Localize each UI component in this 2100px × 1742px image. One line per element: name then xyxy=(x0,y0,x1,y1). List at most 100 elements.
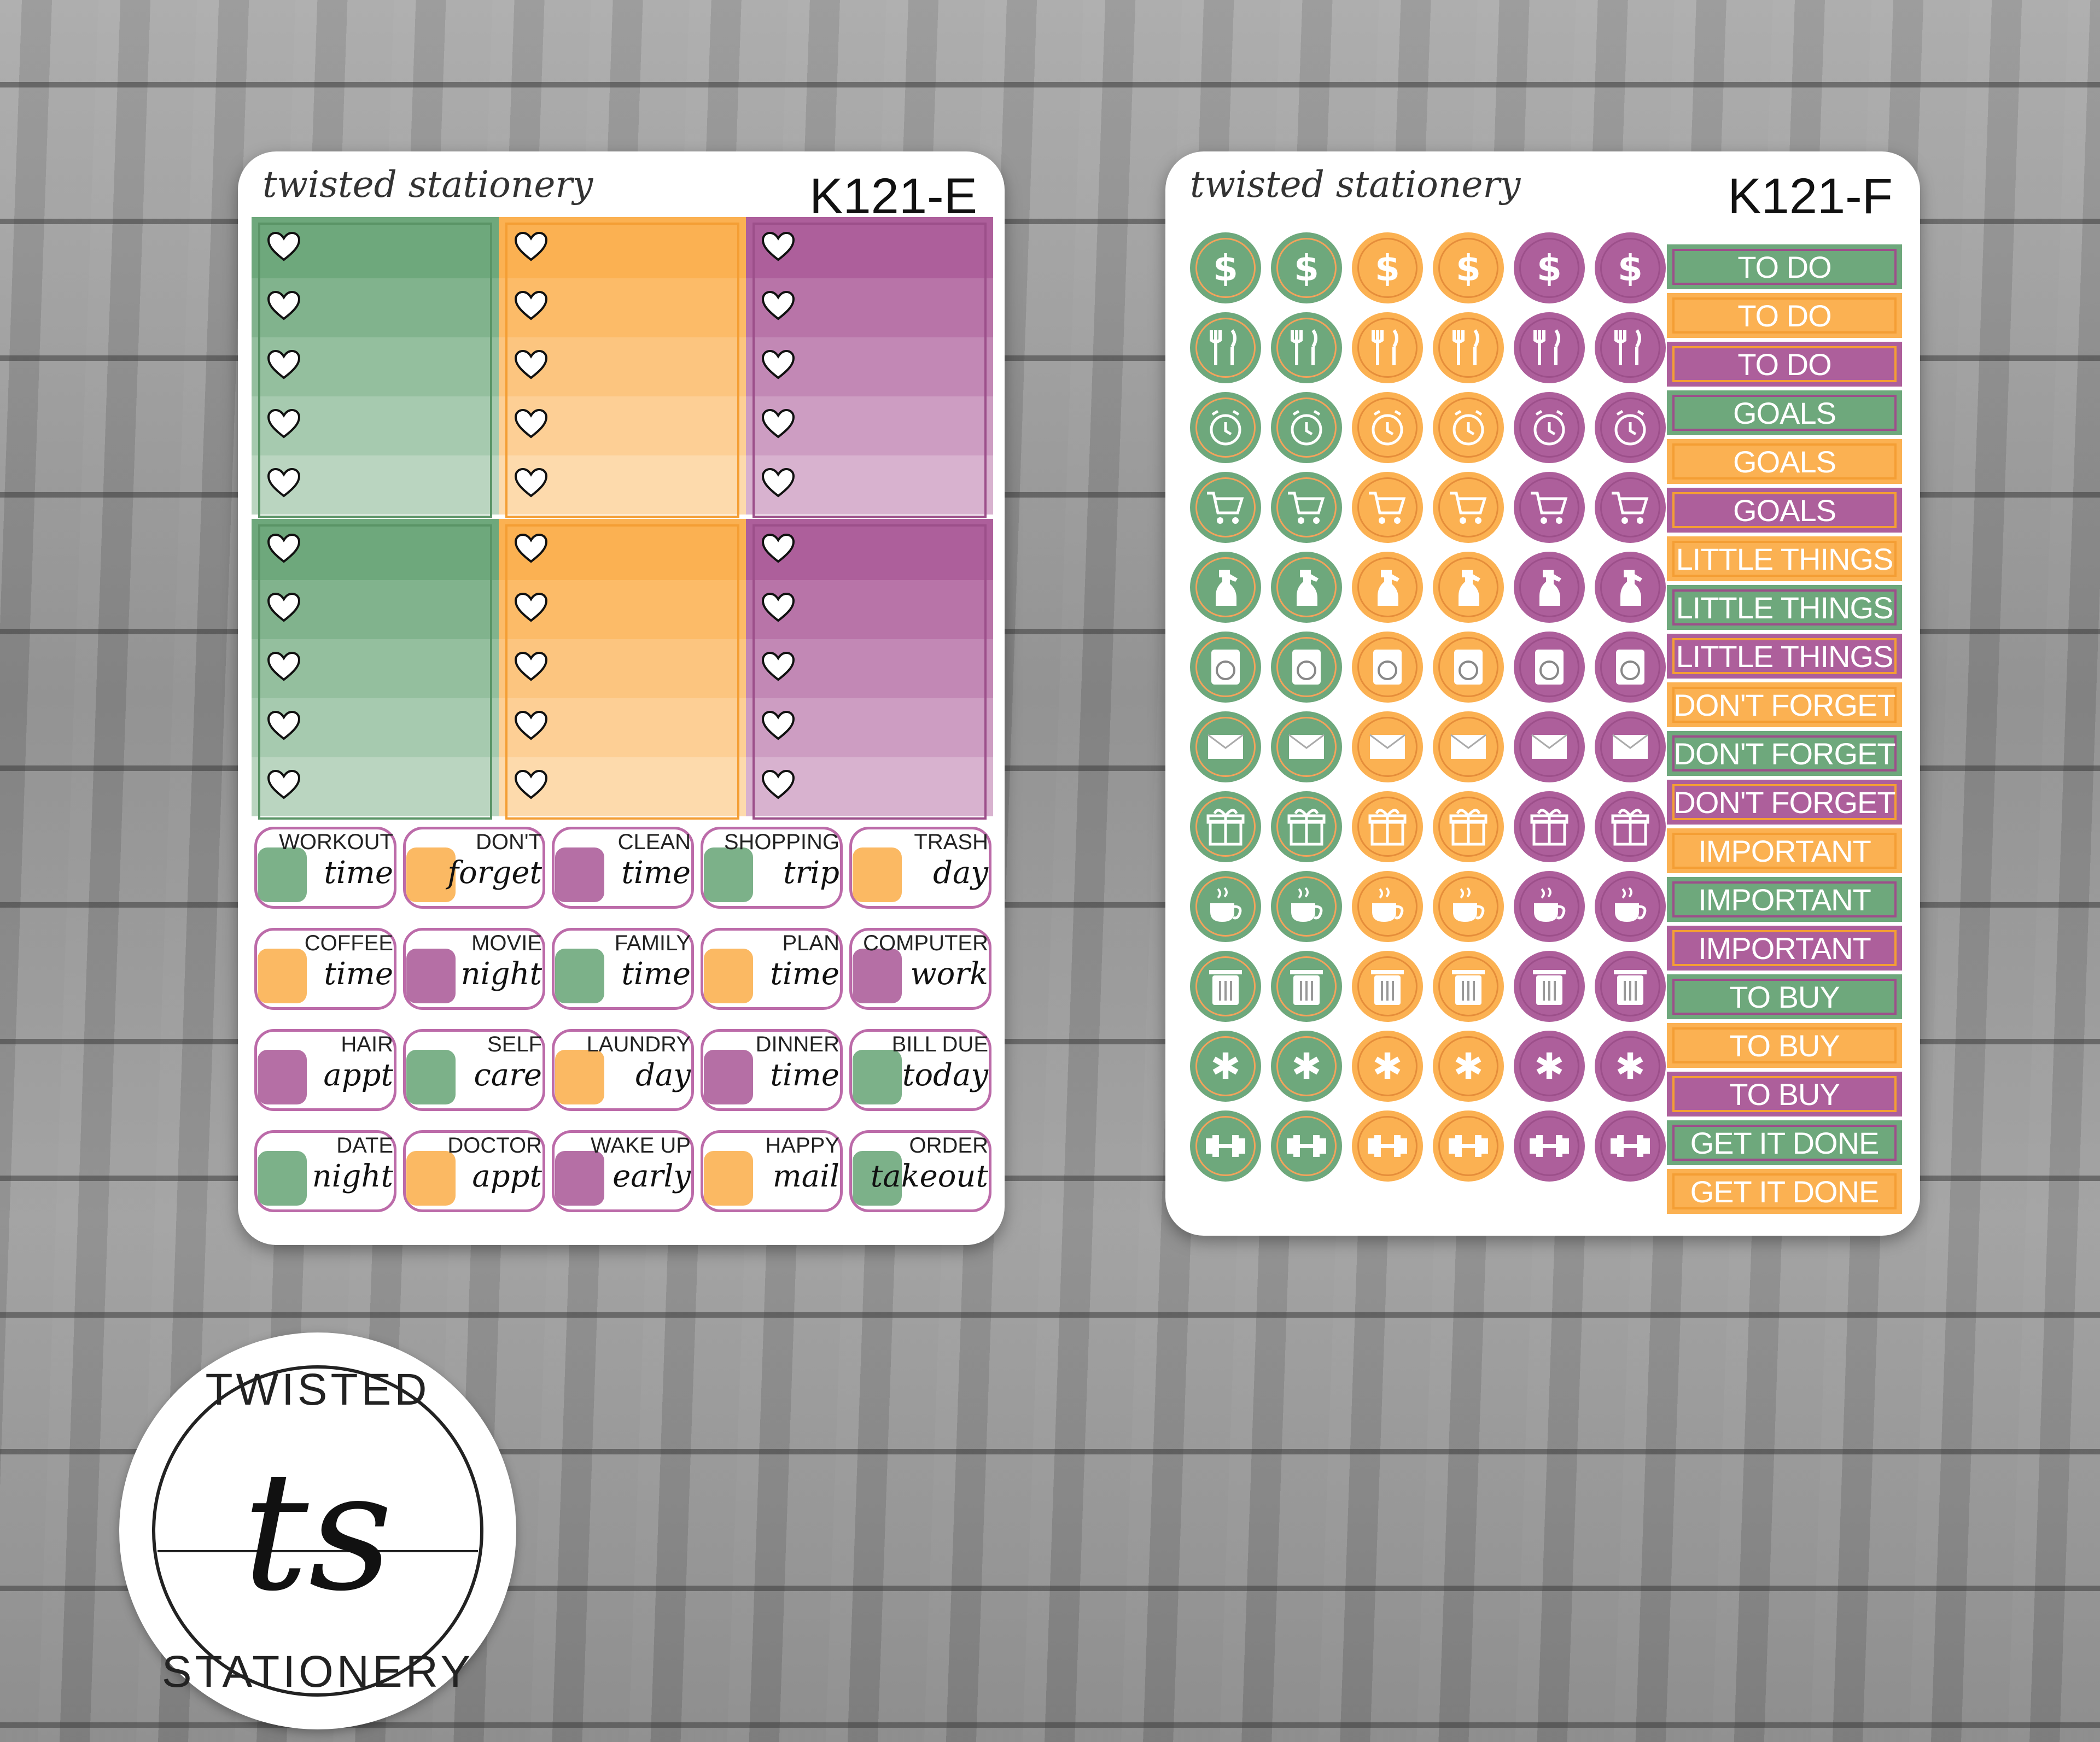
heart-checkbox-icon xyxy=(761,231,795,261)
heart-checkbox-icon xyxy=(514,592,548,622)
utensils-icon xyxy=(704,1050,753,1104)
sticker-word-top: SELF xyxy=(487,1032,542,1056)
circle-ring xyxy=(1357,637,1418,697)
label-inner-border xyxy=(1672,541,1897,577)
heart-checkbox-icon xyxy=(514,408,548,439)
circle-ring xyxy=(1519,1036,1579,1096)
wine-glasses-icon xyxy=(258,1151,307,1206)
circle-ring xyxy=(1438,397,1498,458)
logo-ring xyxy=(152,1365,483,1697)
dollar-icon: $ xyxy=(1514,232,1585,303)
cart-icon xyxy=(1352,472,1423,543)
trash-icon-glyph xyxy=(1452,970,1485,1005)
label-text: LITTLE THINGS xyxy=(1676,541,1894,576)
circle-ring xyxy=(1519,238,1579,298)
sticker-word-bottom: forget xyxy=(447,855,542,891)
sticker-word-top: HAPPY xyxy=(765,1133,839,1158)
cart-icon-glyph xyxy=(1288,492,1325,524)
sticker-word-bottom: mail xyxy=(772,1159,839,1194)
circle-ring xyxy=(1357,1036,1418,1096)
envelope-icon xyxy=(1352,711,1423,782)
coffee-cup-icon xyxy=(1514,871,1585,942)
circle-ring xyxy=(1519,318,1579,378)
heart-checkbox-icon xyxy=(267,467,301,498)
word-sticker: DOCTOR appt xyxy=(403,1130,545,1212)
takeout-icon xyxy=(853,1151,902,1206)
circle-glyph: ✱ xyxy=(1372,1045,1403,1088)
alarm-clock-icon-glyph xyxy=(1614,410,1646,446)
cart-icon xyxy=(1190,472,1261,543)
trash-icon-glyph xyxy=(1614,970,1647,1005)
washing-machine-icon xyxy=(1433,632,1504,703)
fork-knife-icon-glyph xyxy=(1372,329,1398,365)
dumbbell-icon xyxy=(1514,1110,1585,1182)
circle-glyph: $ xyxy=(1456,247,1481,289)
spray-bottle-icon-glyph xyxy=(1620,570,1642,606)
label-strip: IMPORTANT xyxy=(1667,877,1902,922)
label-text: GET IT DONE xyxy=(1690,1174,1880,1209)
label-strip: GOALS xyxy=(1667,390,1902,435)
circle-ring xyxy=(1438,318,1498,378)
label-inner-border xyxy=(1672,443,1897,480)
sticker-word-bottom: time xyxy=(770,956,839,992)
circle-ring xyxy=(1357,318,1418,378)
label-inner-border xyxy=(1672,1027,1897,1063)
circle-glyph: $ xyxy=(1537,247,1562,289)
sticker-word-top: WAKE UP xyxy=(591,1133,691,1158)
washing-machine-icon-glyph xyxy=(1211,650,1240,685)
scissors-comb-icon xyxy=(258,1050,307,1104)
envelope-icon-glyph xyxy=(1531,734,1567,759)
dumbbell-icon xyxy=(1271,1110,1342,1182)
circle-ring xyxy=(1438,797,1498,857)
circle-ring xyxy=(1438,717,1498,777)
heart-checkbox-icon xyxy=(267,533,301,563)
dollar-icon: $ xyxy=(1190,232,1261,303)
gift-icon-glyph xyxy=(1530,809,1568,846)
circle-ring xyxy=(1600,238,1660,298)
trash-icon xyxy=(1190,951,1261,1022)
circle-ring xyxy=(1276,797,1337,857)
heart-checkbox-icon xyxy=(514,533,548,563)
word-sticker: WAKE UP early xyxy=(552,1130,694,1212)
sticker-word-top: LAUNDRY xyxy=(586,1032,691,1056)
package-icon xyxy=(704,1151,753,1206)
circle-ring xyxy=(1438,1116,1498,1176)
label-text: GOALS xyxy=(1733,493,1836,528)
circle-ring xyxy=(1276,238,1337,298)
label-strip: TO BUY xyxy=(1667,974,1902,1019)
alarm-clock-icon xyxy=(1595,392,1666,463)
sticker-word-top: DATE xyxy=(336,1133,393,1158)
sticker-word-top: FAMILY xyxy=(614,931,691,955)
alarm-clock-icon xyxy=(1514,392,1585,463)
circle-ring xyxy=(1519,397,1579,458)
envelope-icon-glyph xyxy=(1208,734,1244,759)
word-sticker: FAMILY time xyxy=(552,928,694,1010)
sticker-word-bottom: time xyxy=(621,956,691,992)
circle-ring xyxy=(1438,956,1498,1016)
trash-icon-glyph xyxy=(1290,970,1323,1005)
circle-glyph: $ xyxy=(1213,247,1238,289)
label-inner-border xyxy=(1672,930,1897,966)
sticker-word-bottom: night xyxy=(460,956,542,992)
label-strip: TO DO xyxy=(1667,293,1902,338)
label-inner-border xyxy=(1672,881,1897,917)
sticker-word-bottom: trip xyxy=(783,855,839,891)
gift-icon xyxy=(1514,791,1585,862)
checklist-box-orange xyxy=(499,519,746,825)
sticker-word-top: CLEAN xyxy=(617,830,691,854)
money-icon xyxy=(853,1050,902,1104)
label-strip: TO BUY xyxy=(1667,1023,1902,1068)
envelope-icon xyxy=(1190,711,1261,782)
heart-checkbox-icon xyxy=(761,651,795,681)
washing-machine-icon xyxy=(1595,632,1666,703)
label-strip: GOALS xyxy=(1667,439,1902,484)
word-sticker: HAPPY mail xyxy=(701,1130,843,1212)
label-text: IMPORTANT xyxy=(1698,833,1871,868)
sticker-sheet-e: twisted stationery K121-E WORKOUT time DON… xyxy=(238,151,1005,1245)
circle-ring xyxy=(1600,797,1660,857)
word-sticker: CLEAN time xyxy=(552,827,694,909)
coffee-cup-icon-glyph xyxy=(1453,887,1485,922)
dollar-icon: $ xyxy=(1271,232,1342,303)
heart-checkbox-icon xyxy=(267,349,301,379)
heart-checkbox-icon xyxy=(267,710,301,740)
